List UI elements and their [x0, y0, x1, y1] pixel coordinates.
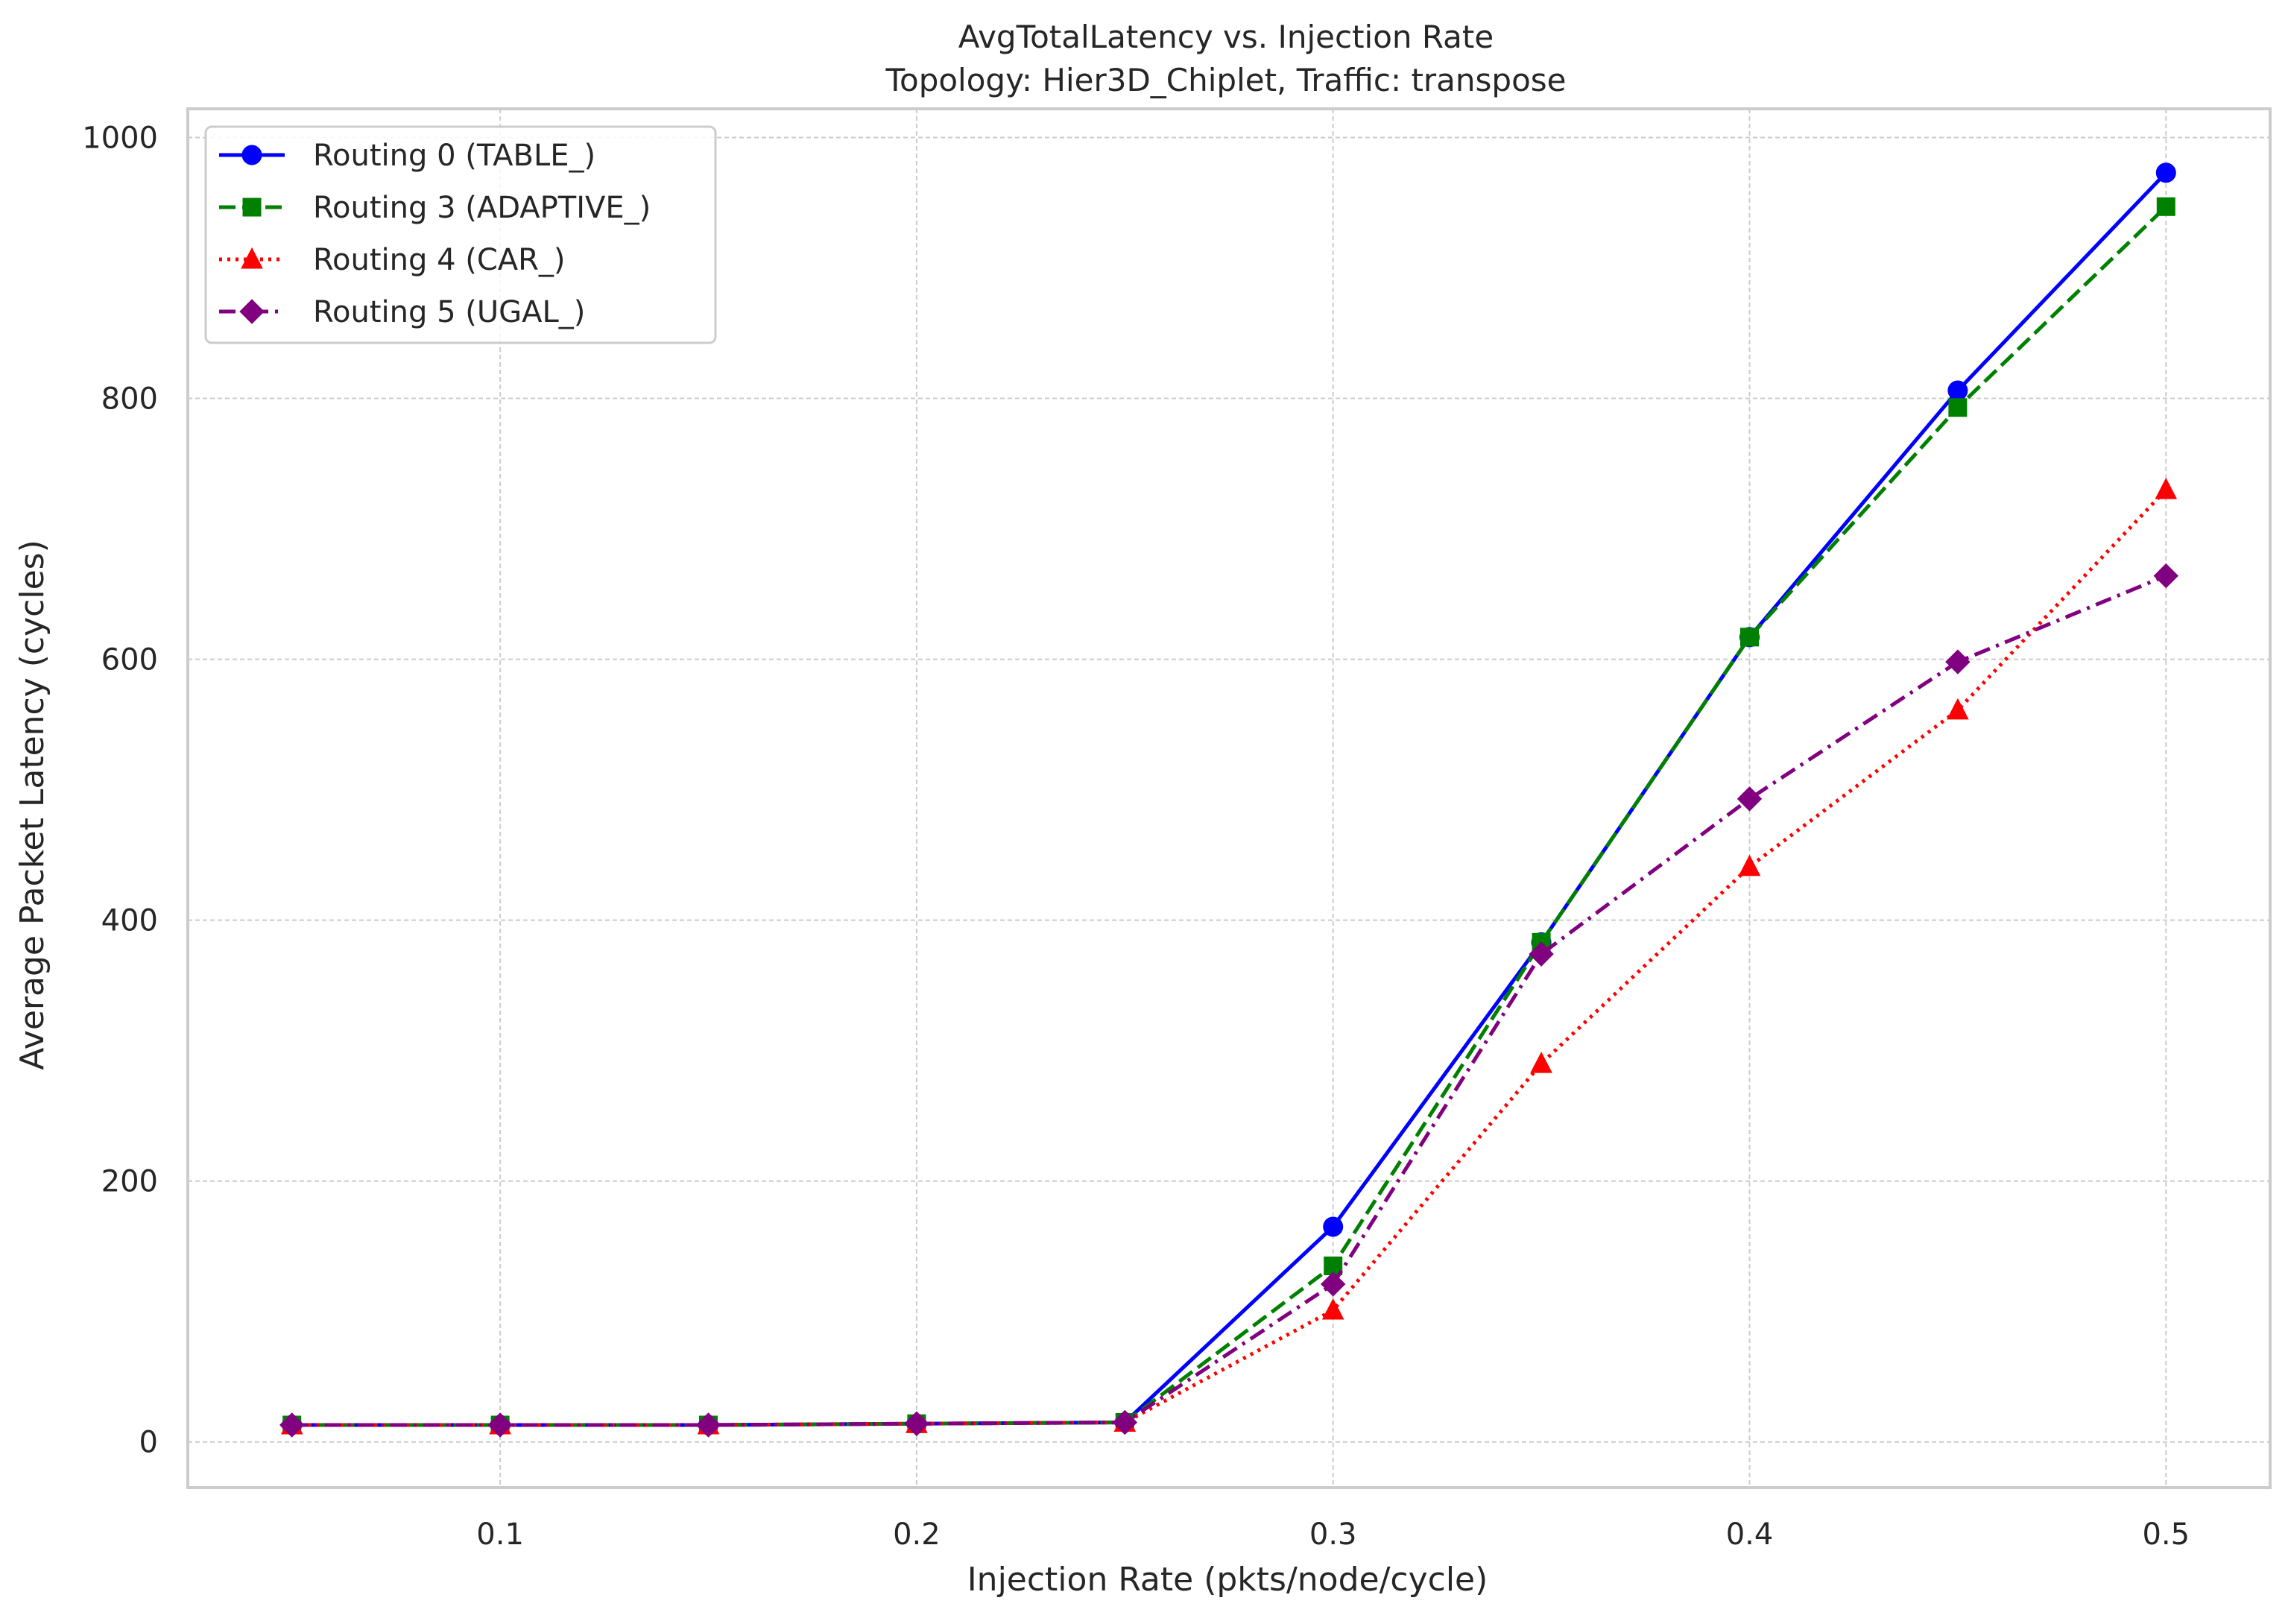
x-axis-label: Injection Rate (pkts/node/cycle)	[967, 1561, 1488, 1599]
legend-label: Routing 0 (TABLE_)	[313, 139, 595, 173]
plot-frame	[186, 107, 2272, 1489]
series-line	[291, 574, 2167, 1427]
data-point	[2155, 162, 2176, 183]
y-tick-label: 400	[101, 904, 158, 938]
legend-entry: Routing 4 (CAR_)	[219, 243, 566, 277]
y-axis-label: Average Packet Latency (cycles)	[13, 540, 51, 1069]
legend: Routing 0 (TABLE_) Routing 3 (ADAPTIVE_) R…	[204, 125, 717, 344]
data-point	[904, 1411, 929, 1436]
y-tick-label: 0	[139, 1426, 158, 1460]
legend-marker	[241, 145, 262, 165]
legend-entries: Routing 0 (TABLE_) Routing 3 (ADAPTIVE_) R…	[219, 139, 651, 329]
x-tick-label: 0.5	[2142, 1517, 2190, 1552]
series-layer	[279, 162, 2179, 1438]
data-point	[1112, 1409, 1138, 1435]
tick-layer: 0.1 0.2 0.3 0.4 0.5 0 200 400 600 800 1000	[82, 121, 2190, 1552]
data-point	[1530, 1052, 1552, 1073]
legend-label: Routing 4 (CAR_)	[313, 243, 566, 277]
legend-marker	[242, 198, 262, 217]
data-point	[1740, 628, 1759, 647]
data-point	[1529, 941, 1554, 967]
data-point	[1321, 1298, 1344, 1320]
data-point	[2153, 563, 2179, 589]
legend-marker	[241, 247, 263, 269]
legend-marker	[239, 299, 265, 324]
data-point	[1945, 649, 1971, 674]
data-point	[1323, 1216, 1344, 1237]
data-point	[2156, 197, 2175, 216]
legend-box	[204, 125, 717, 344]
x-tick-label: 0.3	[1309, 1517, 1357, 1552]
x-tick-label: 0.2	[893, 1517, 941, 1552]
data-point	[695, 1412, 721, 1438]
x-tick-label: 0.4	[1726, 1517, 1774, 1552]
legend-label: Routing 5 (UGAL_)	[313, 295, 585, 329]
data-point	[1947, 380, 1968, 401]
data-point	[2155, 477, 2178, 499]
legend-label: Routing 3 (ADAPTIVE_)	[313, 191, 651, 225]
y-tick-label: 200	[101, 1165, 158, 1199]
series-line	[291, 488, 2168, 1427]
chart-title: AvgTotalLatency vs. Injection Rate	[958, 19, 1494, 55]
data-point	[1738, 854, 1761, 876]
data-point	[1947, 698, 1969, 720]
legend-entry: Routing 5 (UGAL_)	[219, 295, 585, 329]
data-point	[1948, 398, 1968, 417]
legend-entry: Routing 0 (TABLE_)	[219, 139, 595, 173]
data-point	[487, 1412, 513, 1438]
x-tick-label: 0.1	[476, 1517, 524, 1552]
legend-entry: Routing 3 (ADAPTIVE_)	[219, 191, 651, 225]
y-tick-label: 800	[101, 382, 158, 417]
series-diamond	[279, 563, 2179, 1438]
y-tick-label: 600	[101, 643, 158, 677]
chart-subtitle: Topology: Hier3D_Chiplet, Traffic: trans…	[885, 62, 1566, 98]
y-tick-label: 1000	[82, 121, 158, 156]
data-point	[279, 1412, 305, 1438]
data-point	[1736, 786, 1763, 812]
data-point	[1320, 1271, 1346, 1297]
